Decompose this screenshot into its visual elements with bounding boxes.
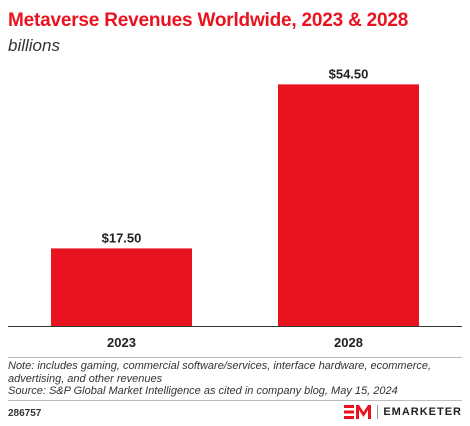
footer-divider-bottom [8, 400, 462, 401]
x-tick-label-2028: 2028 [334, 335, 363, 350]
bar-value-label-2028: $54.50 [329, 66, 369, 81]
footnote: Note: includes gaming, commercial softwa… [8, 360, 463, 398]
footer-divider [8, 357, 462, 358]
chart-title: Metaverse Revenues Worldwide, 2023 & 202… [8, 10, 409, 31]
bar-2023 [51, 248, 192, 326]
bar-chart: $17.50 2023 $54.50 2028 [8, 66, 462, 350]
brand-name: EMARKETER [383, 406, 462, 418]
note-text: Note: includes gaming, commercial softwa… [8, 360, 432, 385]
bar-value-label-2023: $17.50 [102, 230, 142, 245]
source-text: Source: S&P Global Market Intelligence a… [8, 385, 398, 397]
bar-2028 [278, 84, 419, 326]
chart-id: 286757 [8, 408, 42, 419]
x-tick-label-2023: 2023 [107, 335, 136, 350]
em-logo-icon [344, 405, 372, 419]
logo-separator [377, 405, 379, 419]
chart-subtitle: billions [8, 36, 60, 55]
emarketer-logo: EMARKETER [344, 404, 462, 420]
